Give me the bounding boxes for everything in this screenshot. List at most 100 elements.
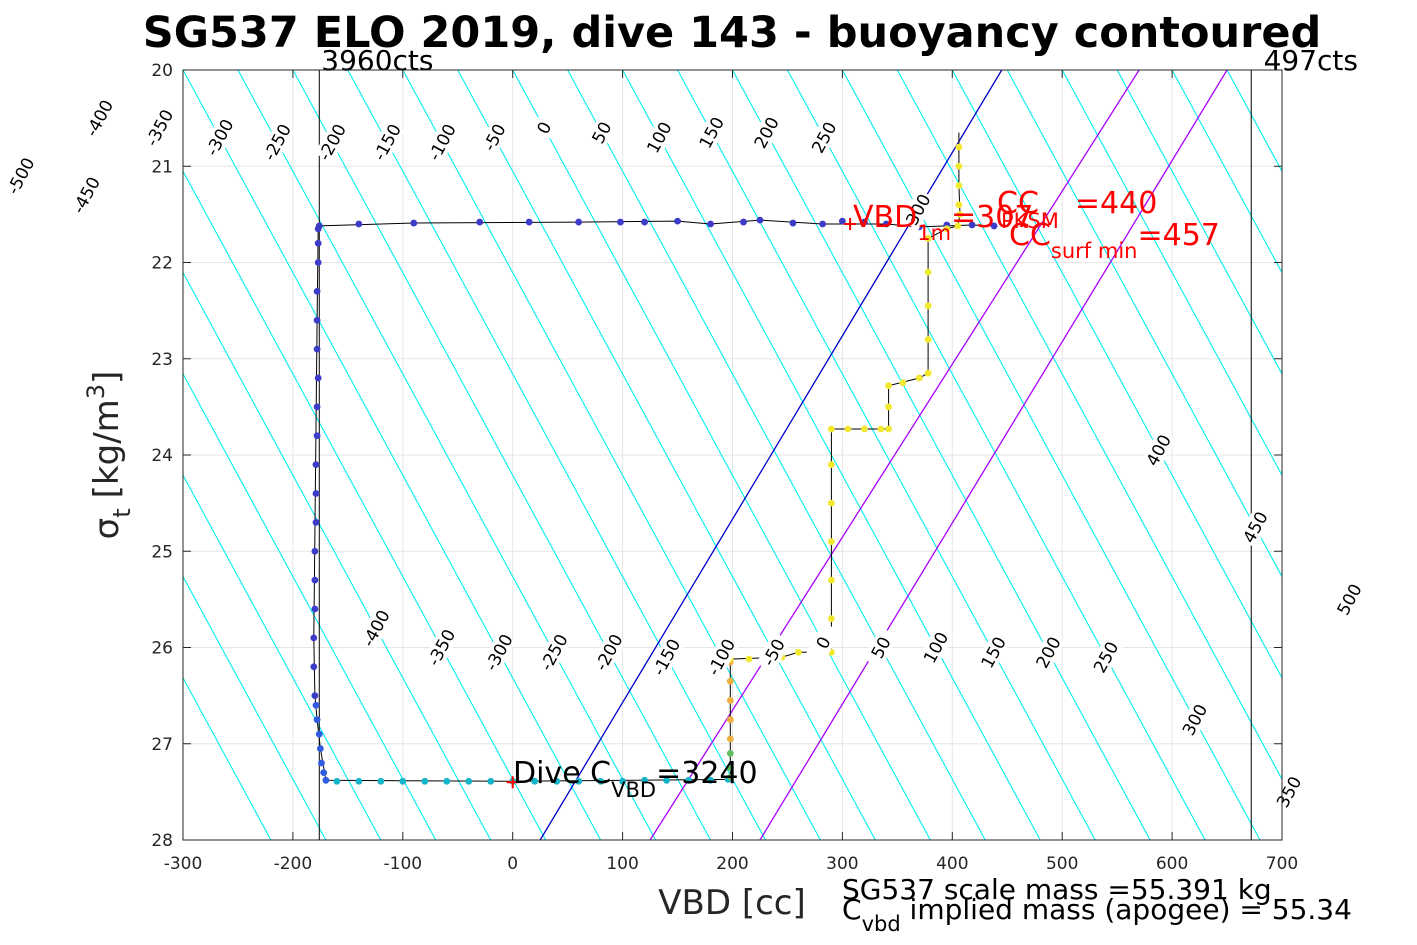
contour-label-bg-upper-14 <box>749 111 784 154</box>
data-point-0-9 <box>707 220 714 228</box>
contour-label-bg-lower-13 <box>1088 636 1124 678</box>
y-tick-label-6: 26 <box>151 639 173 659</box>
x-tick-label-0: -300 <box>164 854 203 874</box>
data-point-1-10 <box>312 490 320 497</box>
contour-label-upper-1: -450 <box>69 174 105 217</box>
contour-label-bg-lower-12 <box>1030 631 1066 673</box>
contour-line-250 <box>786 70 1206 840</box>
contour-label-bg-upper-1 <box>68 174 104 216</box>
data-point-1-7 <box>313 403 321 411</box>
markers <box>506 218 857 789</box>
contour-label-bg-lower-0 <box>358 607 394 649</box>
cc-annotation: CC =440 <box>997 186 1157 221</box>
data-point-0-11 <box>756 216 764 224</box>
contour-label-bg-lower-14 <box>1177 699 1213 741</box>
data-point-2-1 <box>313 716 321 724</box>
x-tick-label-8: 500 <box>1046 854 1078 874</box>
vbd-1m-sub: 1m <box>917 221 951 245</box>
data-point-6-22 <box>924 336 932 343</box>
data-point-1-12 <box>311 547 319 555</box>
x-tick-label-1: -200 <box>274 854 313 874</box>
data-point-1-13 <box>311 576 319 584</box>
vbd-1m-annotation: VBD1m=307 <box>853 200 1033 245</box>
data-point-0-10 <box>740 218 747 226</box>
data-point-0-19 <box>968 221 976 229</box>
y-tick-label-7: 27 <box>151 735 173 755</box>
data-point-3-7 <box>487 777 495 785</box>
reference-line-cc-1 <box>649 70 1140 840</box>
footer-c-rest: implied mass (apogee) = 55.34 <box>901 893 1352 926</box>
data-point-6-19 <box>899 379 907 387</box>
data-point-6-28 <box>956 210 964 218</box>
y-axis-symbol: σ <box>87 518 127 540</box>
contour-line-200 <box>732 70 1151 840</box>
y-tick-label-2: 22 <box>151 254 173 274</box>
data-point-1-0 <box>314 225 322 233</box>
data-point-1-1 <box>314 239 322 247</box>
contour-line--100 <box>402 70 821 840</box>
marker-1 <box>506 776 519 789</box>
contour-line-450 <box>1006 70 1282 578</box>
data-point-6-7 <box>828 615 835 623</box>
data-point-3-11 <box>575 777 583 785</box>
contour-label-bg-upper-18 <box>1237 506 1273 548</box>
contour-line--150 <box>347 70 766 840</box>
y-tick-label-0: 20 <box>151 61 173 81</box>
data-point-6-8 <box>828 576 835 584</box>
data-point-1-6 <box>314 374 322 382</box>
data-point-3-13 <box>619 777 626 785</box>
x-tick-label-7: 400 <box>936 854 968 874</box>
contour-label-bg-upper-8 <box>424 121 460 163</box>
data-point-0-20 <box>990 222 998 230</box>
data-point-5-2 <box>726 697 734 704</box>
data-point-5-4 <box>726 735 734 743</box>
x-tick-label-9: 600 <box>1156 854 1188 874</box>
data-point-1-8 <box>313 432 321 440</box>
data-point-6-20 <box>915 374 923 382</box>
x-tick-label-3: 0 <box>507 854 518 874</box>
data-point-5-1 <box>726 677 734 685</box>
y-axis-close: ] <box>87 371 127 384</box>
contour-label-bg-upper-16 <box>900 188 936 231</box>
contour-label-bg-upper-4 <box>202 116 237 158</box>
contour-label-bg-lower-11 <box>976 631 1011 673</box>
data-point-3-5 <box>443 777 451 785</box>
y-axis-subscript: t <box>108 508 136 517</box>
footer-implied-mass: Cvbd implied mass (apogee) = 55.34 <box>842 893 1352 936</box>
contour-label-bg-lower-15 <box>1271 771 1307 813</box>
data-point-6-30 <box>955 182 963 189</box>
contour-label-bg-upper-12 <box>641 116 677 158</box>
data-point-6-23 <box>924 302 932 310</box>
data-point-6-11 <box>828 461 835 469</box>
contour-label-bg-upper-17 <box>1141 429 1176 471</box>
data-point-6-29 <box>955 201 963 209</box>
data-point-1-14 <box>311 605 319 613</box>
y-tick-label-5: 25 <box>151 542 173 562</box>
data-point-6-14 <box>860 425 868 433</box>
reference-line-cc-2 <box>759 70 1228 840</box>
contour-line--600 <box>183 676 272 840</box>
contour-line--250 <box>237 70 657 840</box>
contour-line-800 <box>1392 70 1417 840</box>
chart-title: SG537 ELO 2019, dive 143 - buoyancy cont… <box>143 8 1322 58</box>
contour-label-bg-upper-6 <box>314 121 350 163</box>
contour-line--300 <box>183 70 602 840</box>
contour-line--400 <box>183 271 492 840</box>
contour-line-50 <box>567 70 986 840</box>
data-point-1-9 <box>312 461 320 469</box>
data-point-2-4 <box>318 759 325 767</box>
data-point-1-17 <box>311 692 319 700</box>
y-tick-label-1: 21 <box>151 157 173 177</box>
data-point-0-1 <box>355 220 363 228</box>
contour-label-bg-lower-7 <box>756 631 791 673</box>
data-point-6-12 <box>828 425 835 433</box>
data-point-4-2 <box>726 774 734 781</box>
contour-label-bg-lower-3 <box>536 631 572 673</box>
y-axis-unit: [kg/m <box>87 399 127 498</box>
data-point-4-1 <box>726 764 734 772</box>
count-limit-lines: 3960cts 497cts <box>318 44 1358 840</box>
data-point-3-12 <box>597 777 605 785</box>
contour-line-150 <box>677 70 1096 840</box>
data-point-2-5 <box>320 769 328 777</box>
data-point-6-24 <box>924 268 932 276</box>
